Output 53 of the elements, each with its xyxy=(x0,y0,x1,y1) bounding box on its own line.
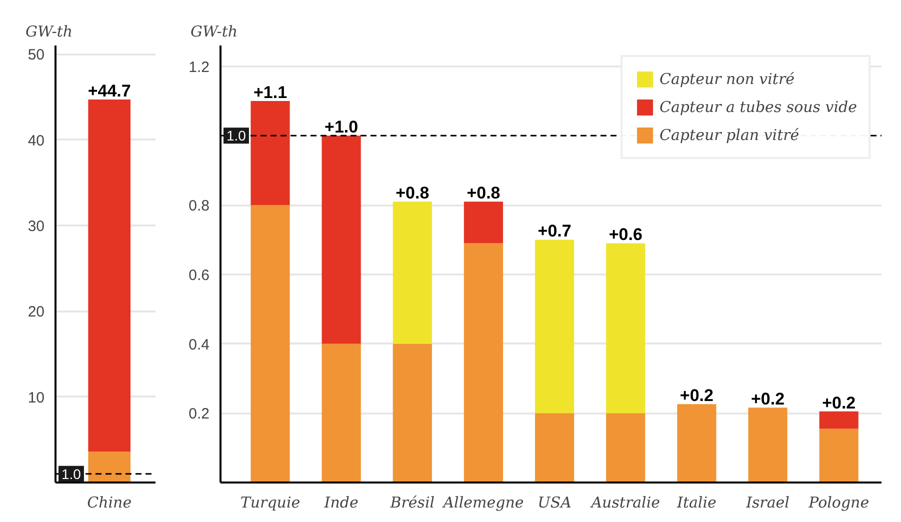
bar xyxy=(392,344,432,482)
ref-line-label: 1.0 xyxy=(226,128,246,144)
bar xyxy=(748,408,788,482)
legend-label: Capteur plan vitré xyxy=(660,126,800,144)
y-tick-label: 50 xyxy=(28,46,45,64)
legend-label: Capteur non vitré xyxy=(660,70,795,88)
bar xyxy=(392,202,432,344)
total-label: +0.8 xyxy=(396,184,430,203)
y-tick-label: 20 xyxy=(28,304,45,321)
y-axis-title: GW-th xyxy=(190,22,238,40)
y-tick-label: 0.4 xyxy=(188,336,210,354)
y-tick-label: 0.2 xyxy=(188,406,210,423)
ref-line-label: 1.0 xyxy=(62,466,82,482)
x-tick-label: Brésil xyxy=(389,494,435,512)
y-axis-title: GW-th xyxy=(26,22,73,40)
bar xyxy=(606,243,646,414)
total-label: +0.7 xyxy=(538,222,572,241)
y-tick-label: 1.2 xyxy=(188,58,210,76)
x-tick-label: Italie xyxy=(676,494,717,512)
x-tick-label: USA xyxy=(538,494,572,512)
total-label: +1.1 xyxy=(253,82,288,102)
y-tick-label: 40 xyxy=(28,132,45,150)
legend-label: Capteur a tubes sous vide xyxy=(660,98,857,116)
total-label: +0.2 xyxy=(680,386,714,406)
bar xyxy=(606,413,646,482)
x-tick-label: Pologne xyxy=(808,494,870,512)
bar xyxy=(535,413,574,482)
x-tick-label: Turquie xyxy=(240,494,300,512)
bar xyxy=(677,404,716,482)
bar xyxy=(464,202,504,244)
total-label: +0.6 xyxy=(608,225,642,244)
total-label: +0.8 xyxy=(466,184,500,203)
bar xyxy=(250,100,290,206)
bar xyxy=(322,344,361,482)
bar xyxy=(819,428,858,482)
bar xyxy=(819,411,858,429)
y-tick-label: 10 xyxy=(28,389,45,406)
x-tick-label: Inde xyxy=(323,494,358,512)
bar xyxy=(535,240,574,414)
bar xyxy=(250,205,290,482)
x-tick-label: Israel xyxy=(745,494,790,512)
x-tick-label: Australie xyxy=(589,494,660,512)
y-tick-label: 30 xyxy=(28,218,45,235)
x-tick-label: Allemegne xyxy=(441,494,524,512)
bar xyxy=(322,136,361,344)
y-tick-label: 0.6 xyxy=(188,266,210,284)
total-label: +1.0 xyxy=(324,118,358,137)
x-tick-label: Chine xyxy=(87,494,132,512)
total-label: +0.2 xyxy=(822,393,856,412)
bar xyxy=(464,243,504,482)
y-tick-label: 0.8 xyxy=(188,198,210,215)
total-label: +44.7 xyxy=(88,81,131,100)
total-label: +0.2 xyxy=(751,390,785,409)
